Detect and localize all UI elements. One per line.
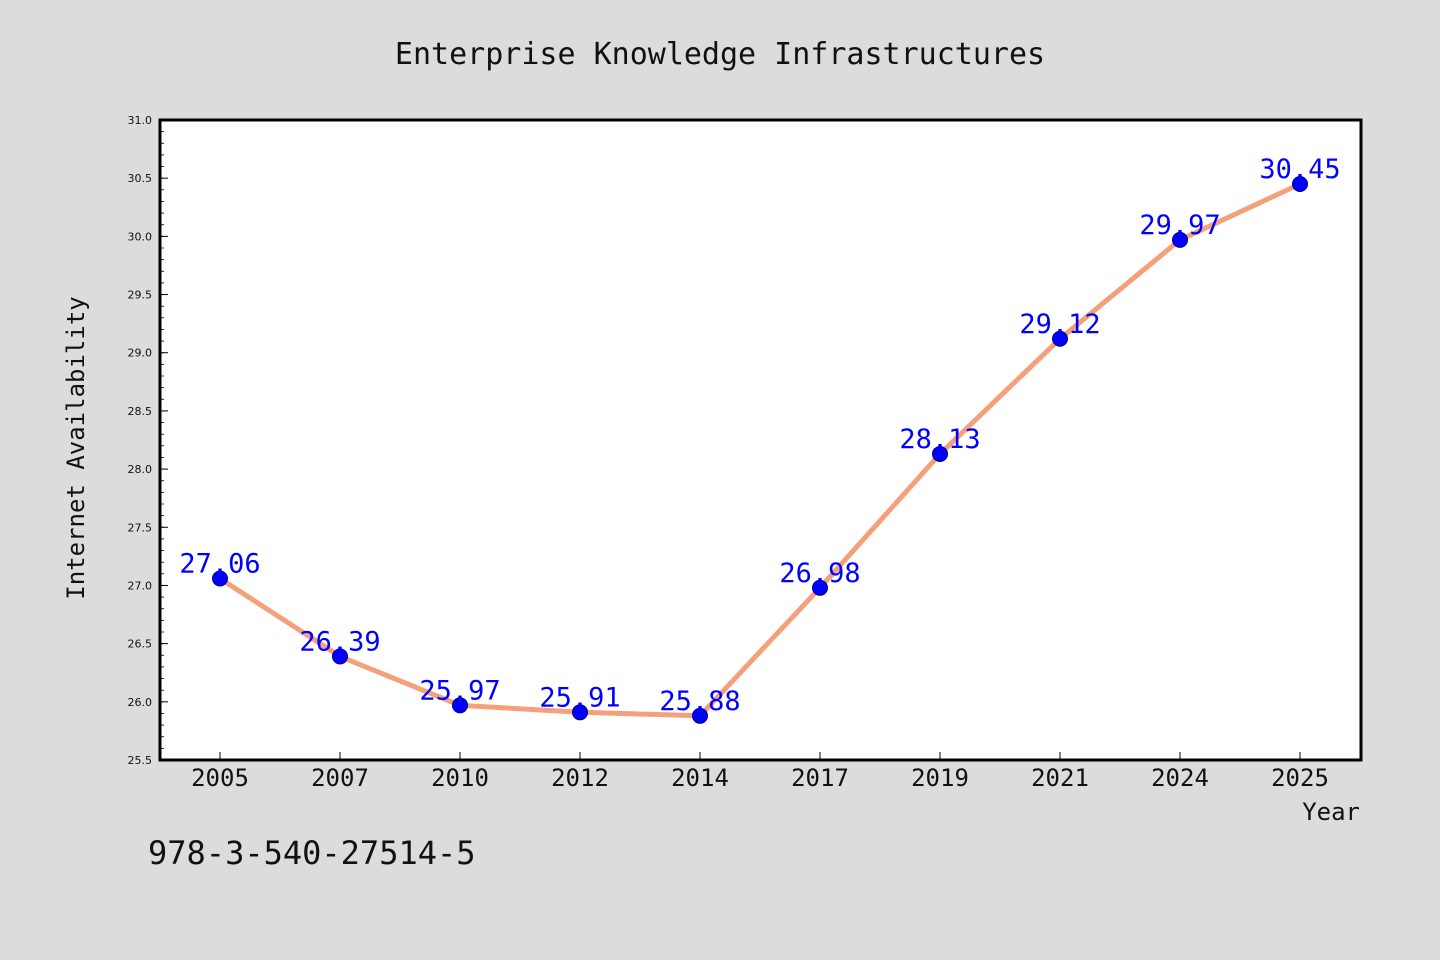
data-label: 28.13: [899, 424, 980, 455]
y-tick-label: 30.5: [128, 172, 153, 185]
y-tick-label: 26.0: [128, 696, 153, 709]
data-point: [212, 570, 228, 587]
x-tick-label: 2007: [311, 764, 369, 792]
chart-title: Enterprise Knowledge Infrastructures: [395, 37, 1045, 72]
footer-text: 978-3-540-27514-5: [148, 834, 476, 872]
x-axis: 2005 2007 2010 2012 2014 2017 2019 2021 2024 2025: [191, 752, 1329, 792]
x-tick-label: 2021: [1031, 764, 1089, 792]
y-tick-label: 28.5: [128, 405, 153, 418]
data-label: 25.88: [659, 686, 740, 717]
data-point: [452, 697, 468, 714]
y-tick-label: 31.0: [128, 114, 153, 127]
data-label: 26.98: [779, 558, 860, 589]
data-label: 30.45: [1259, 154, 1340, 185]
data-point: [692, 707, 708, 724]
data-point: [1052, 330, 1068, 347]
y-tick-label: 25.5: [128, 754, 153, 767]
y-tick-label: 29.0: [128, 347, 153, 360]
data-point: [932, 445, 948, 462]
x-tick-label: 2019: [911, 764, 969, 792]
x-tick-label: 2025: [1271, 764, 1329, 792]
data-point: [572, 704, 588, 721]
y-tick-label: 27.0: [128, 579, 153, 592]
series-line: [217, 181, 1303, 719]
series-line-group: [212, 176, 1308, 724]
data-label: 29.97: [1139, 210, 1220, 241]
data-label: 29.12: [1019, 309, 1100, 340]
x-tick-label: 2010: [431, 764, 489, 792]
x-axis-label: Year: [1302, 798, 1360, 826]
y-tick-label: 27.5: [128, 521, 153, 534]
data-label: 27.06: [179, 548, 260, 579]
y-tick-label: 29.5: [128, 289, 153, 302]
x-tick-label: 2005: [191, 764, 249, 792]
x-tick-label: 2017: [791, 764, 849, 792]
data-point: [1292, 176, 1308, 192]
y-axis-label: Internet Availability: [62, 296, 90, 599]
y-tick-label: 28.0: [128, 463, 153, 476]
data-label: 25.97: [419, 675, 500, 706]
data-label: 25.91: [539, 682, 620, 713]
x-tick-label: 2014: [671, 764, 729, 792]
data-labels: 27.06 26.39 25.97 25.91 25.88 26.98 28.13 29.12…: [179, 154, 1340, 717]
y-axis: 25.5 26.0 26.5 27.0 27.5 28.0 28.5 29.0 29.5 30.0…: [128, 114, 168, 767]
y-tick-label: 26.5: [128, 638, 153, 651]
data-point: [1172, 231, 1188, 248]
data-label: 26.39: [299, 626, 380, 657]
y-tick-label: 30.0: [128, 230, 153, 243]
data-point: [332, 648, 348, 665]
x-tick-label: 2024: [1151, 764, 1209, 792]
x-tick-label: 2012: [551, 764, 609, 792]
data-point: [812, 579, 828, 596]
